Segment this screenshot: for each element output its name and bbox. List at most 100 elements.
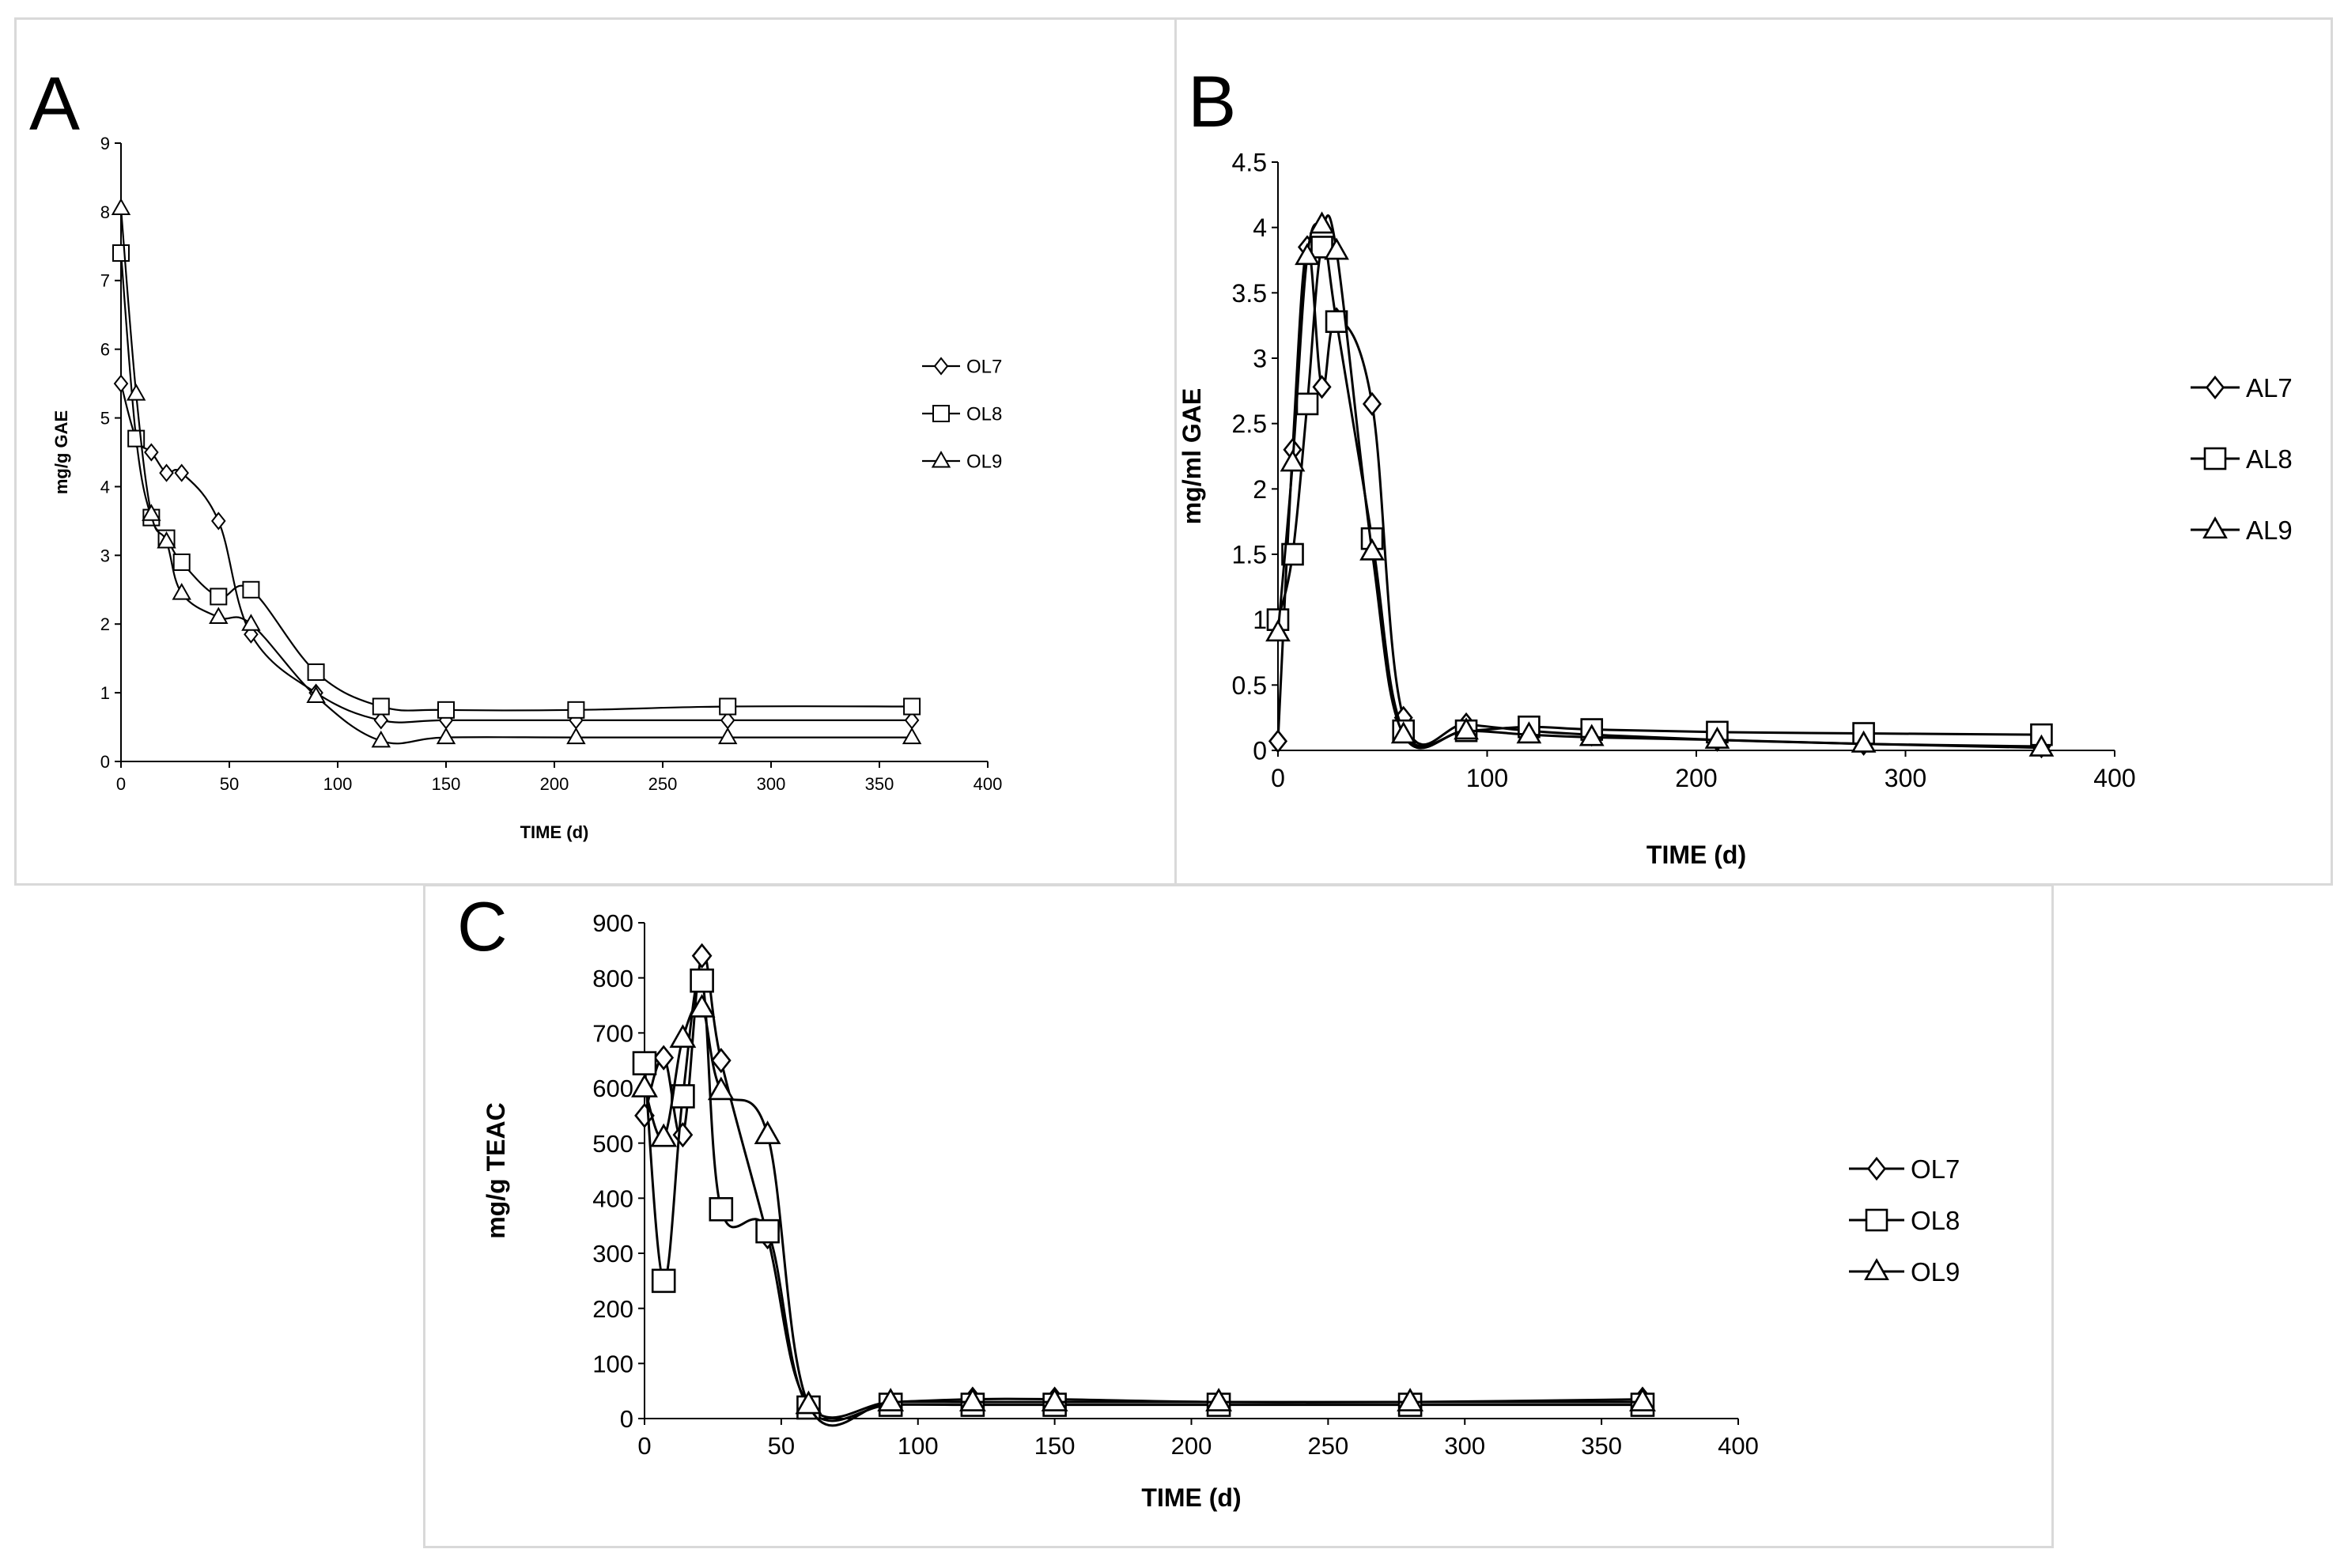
data-point: [159, 463, 174, 482]
data-point: [1851, 730, 1877, 753]
data-point: [210, 588, 228, 606]
series-line: [119, 208, 913, 745]
legend-entry: OL8: [922, 404, 1002, 425]
legend-entry: OL8: [1849, 1206, 1960, 1235]
data-point: [707, 1076, 735, 1101]
data-point: [242, 580, 260, 599]
y-tick-label: 3: [1253, 345, 1267, 373]
legend-marker: [1866, 1156, 1887, 1181]
y-tick-label: 5: [100, 408, 110, 428]
x-tick-label: 100: [1466, 764, 1508, 792]
legend-marker: [932, 405, 950, 422]
data-point: [144, 443, 159, 462]
y-tick-label: 0: [620, 1405, 633, 1433]
data-point: [631, 1073, 658, 1098]
series-AL7: [1268, 235, 2051, 759]
data-point: [1325, 310, 1348, 334]
data-point: [754, 1120, 781, 1145]
legend-entry: OL9: [922, 450, 1002, 473]
legend-marker: [1865, 1208, 1888, 1232]
data-point: [671, 1084, 695, 1109]
x-tick-label: 0: [1271, 764, 1285, 792]
data-point: [1309, 211, 1335, 234]
x-axis-title: TIME (d): [1141, 1483, 1241, 1512]
data-point: [1362, 391, 1382, 416]
x-tick-label: 350: [865, 774, 894, 794]
legend-label: OL9: [966, 452, 1002, 473]
x-tick-label: 400: [1718, 1432, 1759, 1460]
legend-marker: [933, 357, 949, 376]
x-tick-label: 250: [648, 774, 678, 794]
data-point: [719, 697, 737, 716]
y-tick-label: 8: [100, 202, 110, 222]
chart-panel-b: B 0 0.5 1 1.5 2 2.5 3 3.5 4 4.5 0 100 200 300 400 TIME …: [1174, 17, 2333, 886]
panel-label: B: [1188, 62, 1237, 142]
x-axis-title: TIME (d): [520, 822, 589, 842]
series-line: [119, 252, 913, 712]
data-point: [437, 701, 455, 719]
y-tick-label: 9: [100, 134, 110, 153]
data-point: [1629, 1388, 1656, 1411]
data-point: [372, 697, 390, 716]
data-point: [126, 383, 146, 401]
y-tick-label: 600: [592, 1075, 633, 1102]
y-tick-label: 400: [592, 1185, 633, 1212]
legend-entry: AL8: [2191, 444, 2293, 474]
data-point: [1268, 729, 1288, 754]
legend-label: AL8: [2246, 444, 2293, 474]
x-tick-label: 50: [220, 774, 239, 794]
y-tick-label: 1.5: [1232, 541, 1267, 569]
y-tick-label: 200: [592, 1295, 633, 1323]
data-point: [211, 512, 226, 531]
legend-marker: [1864, 1258, 1889, 1281]
x-tick-label: 300: [1885, 764, 1926, 792]
data-point: [112, 244, 130, 263]
series-line: [1276, 214, 2042, 750]
x-tick-label: 100: [898, 1432, 939, 1460]
data-point: [371, 730, 391, 748]
x-tick-label: 50: [768, 1432, 795, 1460]
x-tick-label: 200: [1675, 764, 1717, 792]
data-point: [903, 697, 921, 716]
y-tick-label: 100: [592, 1350, 633, 1377]
series-OL7: [113, 374, 920, 730]
y-tick-label: 300: [592, 1240, 633, 1268]
data-point: [241, 614, 261, 631]
data-point: [1704, 726, 1730, 749]
y-tick-label: 2: [100, 614, 110, 634]
legend-entry: OL9: [1849, 1257, 1960, 1287]
chart-a-svg: 0 1 2 3 4 5 6 7 8 9 0 50 100 150 200 250 300 350 400 TIME (…: [51, 134, 1002, 842]
data-point: [1397, 1388, 1424, 1411]
legend-label: OL9: [1911, 1257, 1960, 1287]
data-point: [567, 701, 585, 719]
legend-label: AL9: [2246, 516, 2293, 545]
y-axis-title: mg/g GAE: [51, 410, 71, 494]
data-point: [157, 531, 176, 549]
series-OL7: [634, 943, 1653, 1419]
y-tick-label: 4.5: [1232, 149, 1267, 177]
y-tick-label: 3.5: [1232, 279, 1267, 308]
chart-c-svg: 0 100 200 300 400 500 600 700 800 900 0 50 100 150 200…: [482, 909, 1960, 1512]
data-point: [902, 727, 922, 745]
x-tick-label: 400: [2093, 764, 2135, 792]
data-point: [650, 1123, 678, 1147]
x-tick-label: 200: [1171, 1432, 1212, 1460]
y-tick-label: 900: [592, 909, 633, 937]
x-tick-label: 200: [540, 774, 569, 794]
data-point: [306, 686, 326, 703]
data-point: [1578, 724, 1605, 746]
legend-marker: [2203, 447, 2227, 470]
data-point: [172, 583, 191, 600]
y-tick-label: 1: [1253, 606, 1267, 634]
legend-label: AL7: [2246, 373, 2293, 402]
data-point: [1390, 721, 1416, 744]
data-point: [651, 1268, 676, 1294]
series-OL8: [632, 968, 1655, 1423]
series-OL9: [631, 993, 1656, 1427]
data-point: [717, 727, 738, 745]
data-point: [1265, 619, 1291, 642]
legend-marker: [931, 450, 951, 468]
data-point: [1280, 449, 1306, 472]
data-point: [710, 1048, 732, 1074]
chart-b-svg: 0 0.5 1 1.5 2 2.5 3 3.5 4 4.5 0 100 200 300 400 TIME (d…: [1178, 149, 2293, 869]
